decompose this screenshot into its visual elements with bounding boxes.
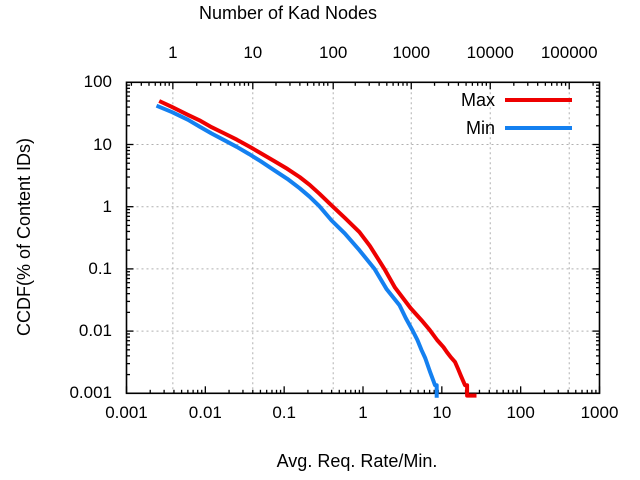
x2-tick-label: 1000 [392,43,431,62]
x-tick-label: 1 [358,403,368,422]
y-tick-label: 100 [83,72,112,92]
legend-label-min: Min [465,118,495,138]
x-tick-label: 100 [506,403,535,422]
bottom-axis-title: Avg. Req. Rate/Min. [276,451,438,471]
x2-tick-label: 100000 [540,43,598,62]
legend-line-max [505,98,572,102]
x2-tick-label: 10 [243,43,263,62]
series-max [158,99,477,398]
y-tick-label: 1 [102,196,112,216]
legend-line-min [505,126,572,130]
legend-label-max: Max [460,90,495,110]
y-tick-label: 0.1 [88,258,112,278]
x2-tick-label: 100 [319,43,348,62]
x-tick-label: 0.001 [105,403,148,422]
x2-tick-label: 1 [168,43,178,62]
y-tick-label: 0.001 [69,383,112,403]
x-tick-label: 0.01 [188,403,222,422]
top-axis-title: Number of Kad Nodes [198,3,378,23]
y-tick-label: 0.01 [78,321,112,341]
left-axis-title: CCDF(% of Content IDs) [14,137,34,337]
x2-tick-label: 10000 [466,43,514,62]
x-tick-label: 0.1 [272,403,296,422]
series-min [155,103,439,398]
x-tick-label: 10 [432,403,452,422]
x-tick-label: 1000 [580,403,619,422]
y-tick-label: 10 [93,134,112,154]
